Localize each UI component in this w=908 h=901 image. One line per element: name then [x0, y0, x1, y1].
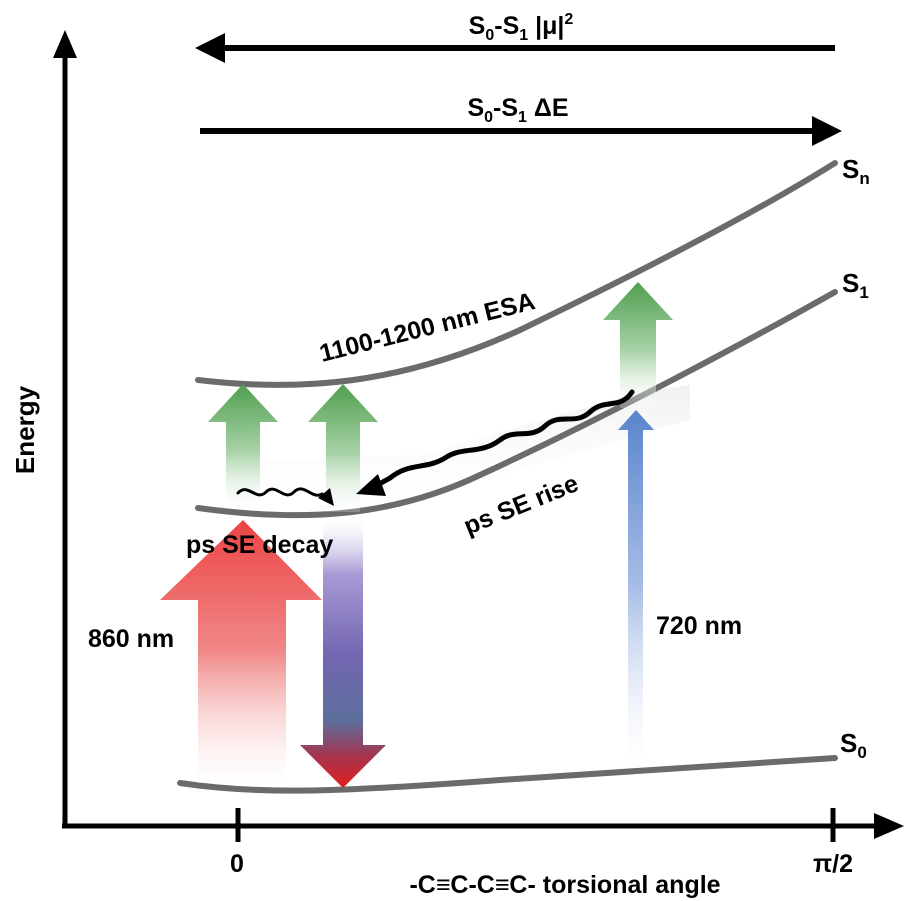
esa-arrow-right — [603, 282, 673, 408]
x-axis — [62, 808, 904, 842]
sn-label: Sn — [842, 154, 870, 188]
se-decay-label: ps SE decay — [186, 531, 333, 559]
pump-720-arrow — [618, 410, 654, 764]
pump-860-label: 860 nm — [88, 625, 174, 653]
s0-label: S0 — [840, 728, 867, 762]
dipole-label: S0-S1 |μ|2 — [469, 11, 574, 44]
relaxation-wavy-arrow — [356, 389, 635, 496]
dipole-arrow — [195, 33, 835, 63]
esa-arrow-middle — [308, 384, 378, 512]
s0-curve — [177, 755, 838, 794]
s1-label: S1 — [842, 268, 869, 302]
pump-720-label: 720 nm — [656, 612, 742, 640]
pump-860-arrow — [160, 520, 322, 783]
s1-curve — [195, 289, 838, 519]
x-tick-0: 0 — [230, 850, 244, 878]
y-axis — [53, 30, 77, 826]
decay-wavy-arrow — [236, 487, 334, 506]
x-tick-pi-2: π/2 — [813, 850, 853, 878]
esa-label: 1100-1200 nm ESA — [317, 287, 538, 368]
y-axis-label: Energy — [10, 385, 40, 474]
x-axis-label: -C≡C-C≡C- torsional angle — [409, 871, 720, 899]
se-arrow — [300, 520, 386, 788]
energy-gap-arrow — [200, 116, 842, 146]
sn-curve — [195, 160, 838, 388]
esa-arrow-left — [208, 384, 278, 508]
energy-gap-label: S0-S1 ΔE — [467, 94, 568, 126]
